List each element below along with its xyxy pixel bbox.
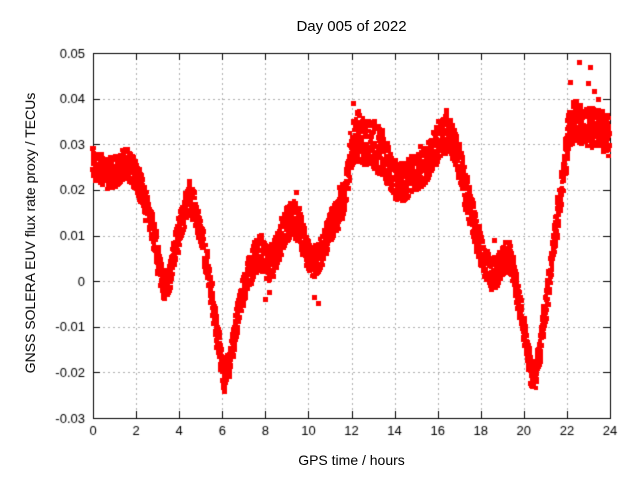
chart-title: Day 005 of 2022 [296, 18, 407, 35]
y-axis-label: GNSS SOLERA EUV flux rate proxy / TECUs [22, 92, 38, 374]
x-axis-label: GPS time / hours [298, 452, 405, 468]
